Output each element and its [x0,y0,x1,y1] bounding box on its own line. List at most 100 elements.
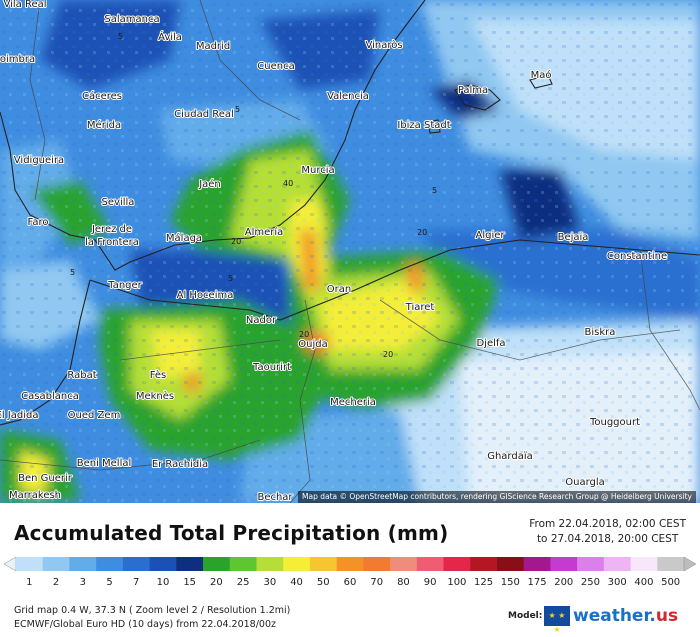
city-label: Djelfa [476,338,505,349]
contour-label: 20 [299,330,309,339]
city-label: Oran [327,284,351,295]
weather-us-logo[interactable]: ★ ★ ★ weather.us [544,602,679,634]
city-label: Bechar [257,492,293,503]
scale-swatch [149,557,177,571]
grid-info: Grid map 0.4 W, 37.3 N ( Zoom level 2 / … [14,605,291,616]
scale-label: 50 [317,577,330,588]
scale-label: 300 [608,577,627,588]
scale-label: 175 [527,577,546,588]
scale-label: 15 [183,577,196,588]
scale-label: 150 [501,577,520,588]
scale-swatch [390,557,418,571]
city-label: Ibiza Stadt [397,120,450,131]
scale-label: 400 [634,577,653,588]
city-label: Faro [28,217,49,228]
city-label: Ouargla [565,477,605,488]
scale-swatch [16,557,44,571]
scale-swatch [416,557,445,571]
city-label: Vidigueira [14,155,64,166]
scale-swatch [496,557,525,571]
scale-right-arrow [683,556,697,572]
scale-swatch [603,557,632,571]
time-range-to: to 27.04.2018, 20:00 CEST [536,533,679,545]
city-label: Cáceres [82,90,122,102]
scale-swatch [283,557,311,571]
city-label: Murcia [301,165,334,176]
city-label: Cuenca [257,61,294,72]
scale-label: 90 [424,577,437,588]
contour-label: 5 [235,105,240,114]
scale-swatch [309,557,338,571]
scale-swatch [122,557,151,571]
scale-label: 20 [210,577,223,588]
map-canvas: 5 5 5 5 5 40 20 20 20 20 Vila Real Salamanca Ávila M… [0,0,700,503]
city-label: Vila Real [3,0,46,10]
scale-swatch [229,557,257,571]
city-label: Coimbra [0,54,35,65]
eu-flag-icon: ★ ★ ★ [544,606,570,634]
city-label: Madrid [196,41,230,52]
city-label: Ghardaïa [487,451,533,462]
scale-label: 40 [290,577,303,588]
city-label: Ciudad Real [174,109,234,120]
city-label: Jaén [198,178,221,190]
city-label: Jerez de [91,224,132,235]
model-label: Model: [508,611,543,621]
city-label: Almería [245,226,284,238]
contour-label: 40 [283,179,293,188]
contour-label: 5 [70,268,75,277]
coastlines [0,0,700,426]
scale-swatch [42,557,70,571]
scale-swatch [69,557,97,571]
brand-name: weather.us [573,606,679,626]
legend-panel: Accumulated Total Precipitation (mm) Fro… [0,503,700,635]
city-label: Palma [458,85,488,96]
city-label: Oued Zem [68,410,121,421]
city-label: Fès [150,369,167,381]
color-scale-svg: 1 2 3 5 7 10 15 20 25 30 40 50 60 70 80 90 100 125 150 175 2… [3,556,697,588]
city-label: Nador [246,315,277,326]
city-label: Oujda [298,339,327,350]
city-label: Sevilla [102,197,135,208]
city-label: Maó [531,69,552,81]
city-labels: Vila Real Salamanca Ávila Madrid Coimbra Cuen… [0,0,668,503]
scale-label: 125 [474,577,493,588]
scale-swatch [577,557,605,571]
city-label: Casablanca [21,391,79,402]
contour-label: 20 [383,350,393,359]
city-label: Vinaròs [365,39,402,51]
scale-label: 25 [237,577,250,588]
city-label: Bejaïa [558,232,589,243]
city-label: Ávila [158,30,182,43]
city-label: Málaga [166,232,202,244]
scale-swatch [336,557,364,571]
scale-label: 500 [661,577,680,588]
city-label: Meknès [136,390,174,402]
scale-label: 200 [554,577,573,588]
scale-swatch [657,557,685,571]
city-label: Valencia [327,91,369,102]
admin-borders [0,0,700,503]
scale-label: 250 [581,577,600,588]
contour-label: 5 [228,274,233,283]
city-label: Taourirt [252,362,291,373]
contour-label: 20 [417,228,427,237]
scale-label: 3 [80,577,86,588]
city-label: Beni Mellal [77,458,132,469]
legend-title: Accumulated Total Precipitation (mm) [14,521,449,545]
city-label: Ben Guerir [18,473,73,484]
scale-swatch [523,557,551,571]
scale-label: 80 [397,577,410,588]
city-label: Rabat [67,370,96,381]
map-credit[interactable]: Map data © OpenStreetMap contributors, r… [298,491,696,503]
scale-label: 2 [53,577,59,588]
city-label: El Jadida [0,410,38,421]
precipitation-map[interactable]: 5 5 5 5 5 40 20 20 20 20 Vila Real Salamanca Ávila M… [0,0,700,503]
scale-swatch [363,557,391,571]
city-label: Mérida [87,119,121,131]
city-label: Al Hoceima [177,290,234,301]
contour-label: 20 [231,237,241,246]
scale-label: 7 [133,577,139,588]
city-label: la Frontera [85,237,139,248]
contour-label: 5 [118,32,123,41]
